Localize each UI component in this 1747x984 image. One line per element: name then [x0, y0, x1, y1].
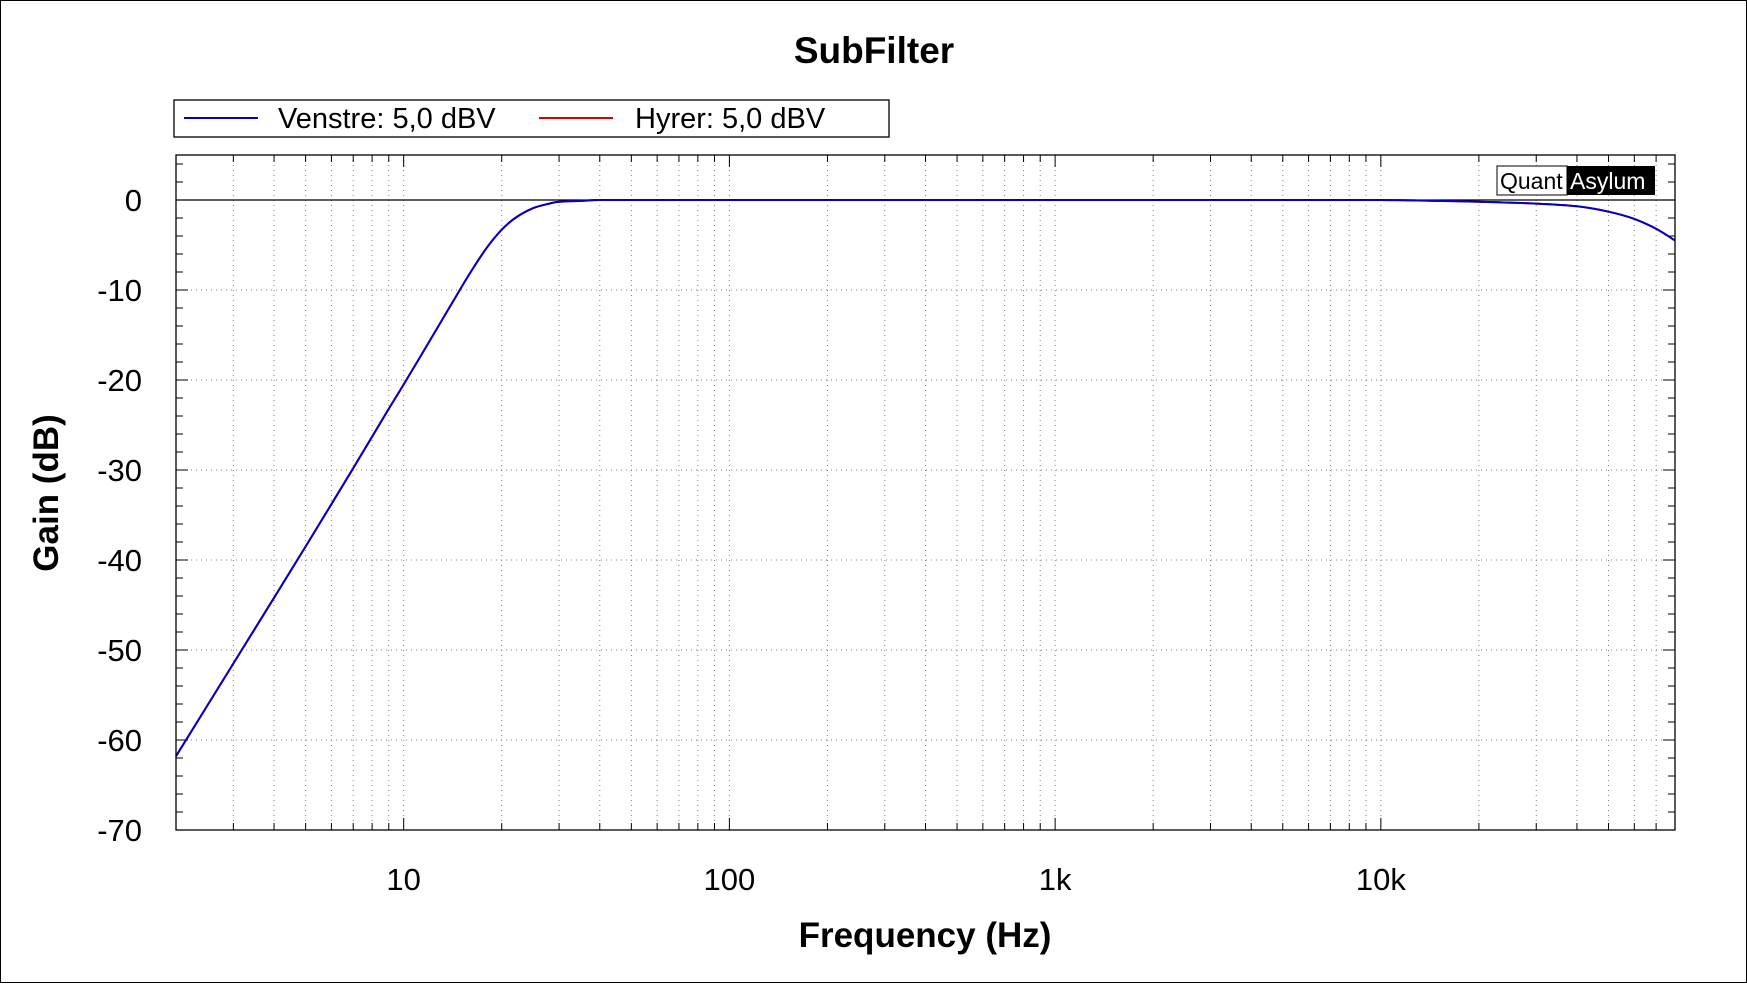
y-tick-label: -40: [97, 543, 142, 578]
logo-box-right: [1567, 166, 1655, 195]
series: [175, 198, 1676, 757]
series-line-venstre: [175, 198, 1676, 757]
legend-label-hyrer: Hyrer: 5,0 dBV: [635, 103, 826, 135]
logo-box-left: [1496, 165, 1568, 196]
axis-ticks: [176, 155, 1675, 831]
logo-text-quant: Quant: [1500, 168, 1563, 194]
logo-text-asylum: Asylum: [1570, 168, 1645, 194]
x-tick-labels: 10 100 1k 10k: [386, 862, 1406, 897]
y-tick-label: -60: [97, 723, 142, 758]
quantasylum-logo: Quant Asylum: [1496, 165, 1655, 196]
y-tick-label: -30: [97, 453, 142, 488]
x-tick-label: 1k: [1039, 862, 1072, 897]
y-tick-label: -50: [97, 633, 142, 668]
x-tick-label: 10: [386, 862, 420, 897]
y-tick-label: -10: [97, 273, 142, 308]
legend-label-venstre: Venstre: 5,0 dBV: [278, 103, 496, 135]
x-axis-title: Frequency (Hz): [799, 916, 1052, 955]
chart-title: SubFilter: [794, 30, 954, 71]
legend-box: [173, 99, 890, 138]
x-tick-label: 10k: [1356, 862, 1406, 897]
x-tick-label: 100: [704, 862, 756, 897]
y-tick-label: -20: [97, 363, 142, 398]
y-tick-labels: 0 -10 -20 -30 -40 -50 -60 -70: [97, 183, 142, 848]
legend: Venstre: 5,0 dBV Hyrer: 5,0 dBV: [173, 99, 890, 138]
y-tick-label: -70: [97, 813, 142, 848]
plot-area: [176, 155, 1675, 830]
plot-border: [175, 154, 1676, 831]
y-tick-label: 0: [125, 183, 142, 218]
y-axis-title: Gain (dB): [27, 414, 66, 571]
